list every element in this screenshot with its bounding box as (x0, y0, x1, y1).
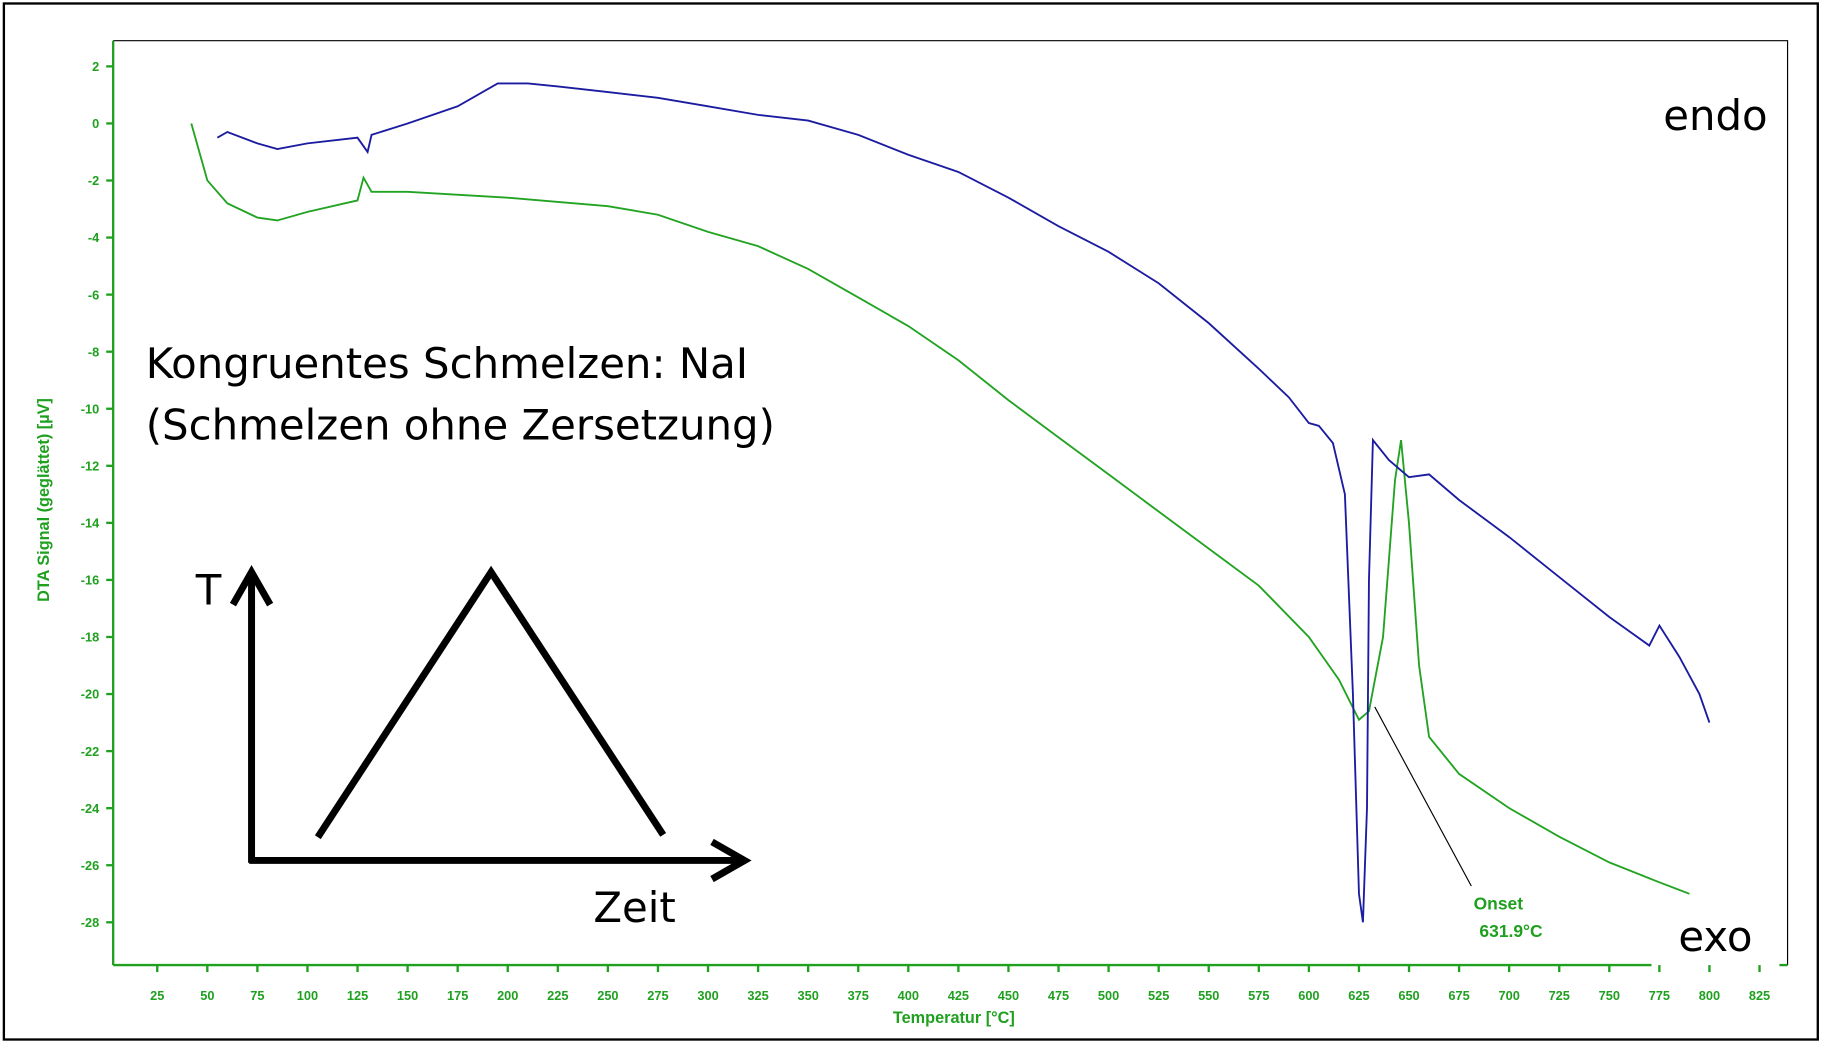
y-tick-label: -24 (81, 801, 100, 816)
x-tick-label: 825 (1749, 988, 1770, 1003)
x-tick-label: 250 (597, 988, 618, 1003)
y-tick-label: -16 (81, 573, 99, 588)
data-line (216, 82, 1711, 923)
y-tick-label: -8 (88, 344, 99, 359)
diagram-label: T (195, 566, 222, 615)
x-tick-label: 625 (1348, 988, 1369, 1003)
x-tick-label: 75 (250, 988, 264, 1003)
y-tick-label: 0 (92, 116, 99, 131)
x-tick-label: 425 (948, 988, 969, 1003)
annotation: Onset (1474, 893, 1524, 913)
x-tick-label: 475 (1048, 988, 1069, 1003)
x-tick-label: 150 (397, 988, 418, 1003)
x-tick-label: 500 (1098, 988, 1119, 1003)
x-tick-label: 275 (647, 988, 668, 1003)
y-tick-label: -26 (81, 858, 99, 873)
y-tick-label: -4 (88, 230, 100, 245)
annotation: endo (1663, 91, 1767, 140)
y-tick-label: -6 (88, 287, 99, 302)
y-tick-label: 2 (92, 59, 99, 74)
x-tick-label: 350 (798, 988, 819, 1003)
plot-frame (113, 40, 1789, 966)
y-tick-label: -28 (81, 915, 99, 930)
x-tick-label: 325 (747, 988, 768, 1003)
diagram-label: Zeit (593, 883, 675, 932)
x-tick-label: 650 (1398, 988, 1419, 1003)
x-tick-label: 725 (1549, 988, 1570, 1003)
diagram-arrow (710, 838, 752, 883)
x-tick-label: 125 (347, 988, 368, 1003)
annotation: 631.9°C (1479, 921, 1543, 941)
endo-bg (1653, 81, 1782, 152)
x-tick-label: 300 (697, 988, 718, 1003)
x-tick-label: 375 (848, 988, 869, 1003)
note: Kongruentes Schmelzen: NaI (146, 339, 748, 388)
x-tick-label: 25 (150, 988, 164, 1003)
y-tick-label: -12 (81, 458, 99, 473)
y-tick-label: -10 (81, 401, 99, 416)
annotation: exo (1678, 912, 1752, 961)
x-tick-label: 100 (297, 988, 318, 1003)
note: (Schmelzen ohne Zersetzung) (146, 401, 775, 450)
x-tick-label: 675 (1448, 988, 1469, 1003)
x-tick-label: 575 (1248, 988, 1269, 1003)
x-tick-label: 525 (1148, 988, 1169, 1003)
y-tick-label: -14 (81, 516, 100, 531)
x-tick-label: 775 (1649, 988, 1670, 1003)
x-tick-label: 400 (898, 988, 919, 1003)
diagram-arrow (229, 565, 274, 607)
x-tick-label: 200 (497, 988, 518, 1003)
y-tick-label: -2 (88, 173, 99, 188)
x-tick-label: 800 (1699, 988, 1720, 1003)
y-tick-label: -18 (81, 630, 99, 645)
diagram (229, 565, 752, 883)
x-tick-label: 225 (547, 988, 568, 1003)
x-tick-label: 450 (998, 988, 1019, 1003)
y-tick-label: -20 (81, 687, 99, 702)
x-tick-label: 600 (1298, 988, 1319, 1003)
x-tick-label: 750 (1599, 988, 1620, 1003)
y-tick-label: -22 (81, 744, 99, 759)
data-line (190, 123, 1690, 895)
diagram-triangle (314, 565, 667, 840)
y-axis-label: DTA Signal (geglättet) [µV] (35, 398, 53, 602)
exo-bg (1651, 901, 1780, 969)
x-tick-label: 700 (1499, 988, 1520, 1003)
onset-leader (1374, 706, 1472, 887)
x-tick-label: 175 (447, 988, 468, 1003)
x-tick-label: 550 (1198, 988, 1219, 1003)
x-tick-label: 50 (200, 988, 214, 1003)
x-axis-label: Temperatur [°C] (893, 1009, 1015, 1027)
